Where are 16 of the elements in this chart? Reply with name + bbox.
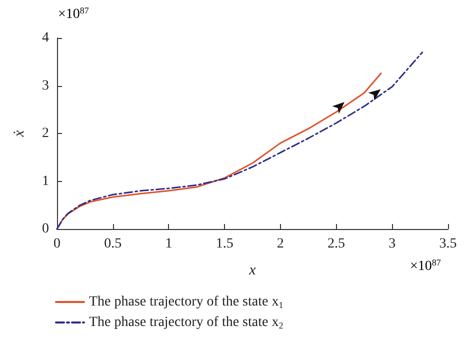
y-tick-label: 0 — [42, 222, 49, 236]
x-tick-label: 0 — [54, 236, 60, 252]
y-tick-label: 2 — [42, 126, 49, 141]
x-tick-label: 3 — [388, 236, 396, 252]
y-tick-label: 1 — [42, 174, 49, 189]
x-tick-label: 1.5 — [216, 236, 234, 252]
y-tick-label: 3 — [42, 78, 49, 94]
line-series — [56, 52, 424, 230]
y-tick-label: 4 — [42, 30, 49, 46]
x-tick-label: 3.5 — [439, 236, 457, 252]
x-tick-label: 2 — [276, 236, 284, 252]
x-axis-title: x — [248, 262, 256, 278]
x-tick-label: 1 — [165, 236, 172, 252]
x-tick-label: 2.5 — [328, 236, 346, 252]
x-tick-label: 0.5 — [104, 236, 122, 252]
y-axis-title: ẋ — [12, 130, 28, 138]
